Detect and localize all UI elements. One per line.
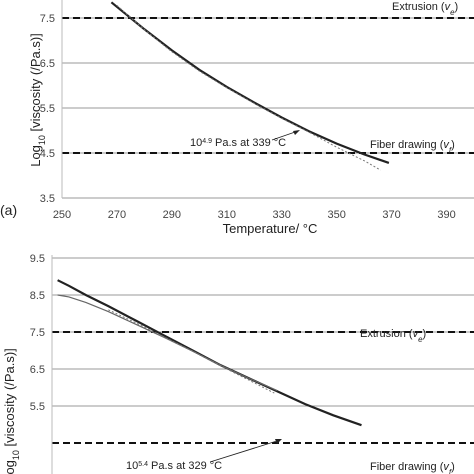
top-series — [110, 1, 390, 171]
top-y-axis-title: Log10 [viscosity (/Pa.s)] — [28, 33, 47, 167]
bottom-annotation: 105.4 Pa.s at 329 °C — [126, 460, 222, 472]
top-fiber-label: Fiber drawing (vf) — [370, 139, 455, 155]
x-tick-label: 290 — [163, 209, 181, 221]
top-annotation: 104.9 Pa.s at 339 °C — [190, 137, 286, 149]
y-tick-label: 5.5 — [40, 103, 55, 115]
bottom-annotation-arrowhead — [275, 439, 282, 444]
top-annotation-arrow — [271, 130, 299, 141]
panel-label-a: (a) — [0, 202, 17, 218]
series-line-measured — [110, 1, 390, 164]
y-tick-label: 7.5 — [30, 327, 45, 339]
x-tick-label: 310 — [218, 209, 236, 221]
y-tick-label: 5.5 — [30, 401, 45, 413]
y-tick-label: 6.5 — [40, 58, 55, 70]
x-tick-label: 330 — [273, 209, 291, 221]
bottom-annotation-arrow — [209, 439, 281, 463]
top-x-tick-labels: 250 270 290 310 330 350 370 390 — [53, 209, 456, 221]
bottom-y-tick-labels: 9.5 8.5 7.5 6.5 5.5 — [30, 253, 45, 413]
top-x-axis-title: Temperature/ °C — [223, 221, 318, 236]
top-annotation-arrowhead — [293, 130, 300, 135]
series-line-fit — [116, 5, 381, 171]
bottom-y-axis-title: Log10 [viscosity (/Pa.s)] — [2, 348, 21, 474]
series-line-measured2 — [57, 294, 278, 392]
series-line-measured — [57, 279, 362, 427]
x-tick-label: 250 — [53, 209, 71, 221]
top-gridlines — [62, 17, 474, 199]
x-tick-label: 370 — [382, 209, 400, 221]
chart-bottom-panel: 9.5 8.5 7.5 6.5 5.5 Extrusion (ve) Fiber dra… — [2, 253, 474, 474]
y-tick-label: 7.5 — [40, 13, 55, 25]
x-tick-label: 350 — [327, 209, 345, 221]
top-extrusion-label: Extrusion (ve) — [392, 1, 458, 17]
top-reference-lines — [62, 17, 474, 154]
y-tick-label: 3.5 — [40, 193, 55, 205]
y-tick-label: 8.5 — [30, 290, 45, 302]
bottom-fiber-label: Fiber drawing (vf) — [370, 461, 455, 474]
series-line-fit — [108, 309, 275, 394]
top-y-tick-labels: 7.5 6.5 5.5 4.5 3.5 — [40, 13, 55, 205]
y-tick-label: 6.5 — [30, 364, 45, 376]
bottom-reference-lines — [52, 331, 474, 444]
y-tick-label: 9.5 — [30, 253, 45, 265]
bottom-series — [57, 279, 362, 427]
x-tick-label: 270 — [108, 209, 126, 221]
bottom-gridlines — [52, 257, 474, 407]
x-tick-label: 390 — [437, 209, 455, 221]
bottom-extrusion-label: Extrusion (ve) — [360, 328, 426, 344]
y-tick-label: 4.5 — [40, 148, 55, 160]
chart-top-panel: 7.5 6.5 5.5 4.5 3.5 250 270 290 310 330 350 370 390… — [0, 0, 474, 236]
